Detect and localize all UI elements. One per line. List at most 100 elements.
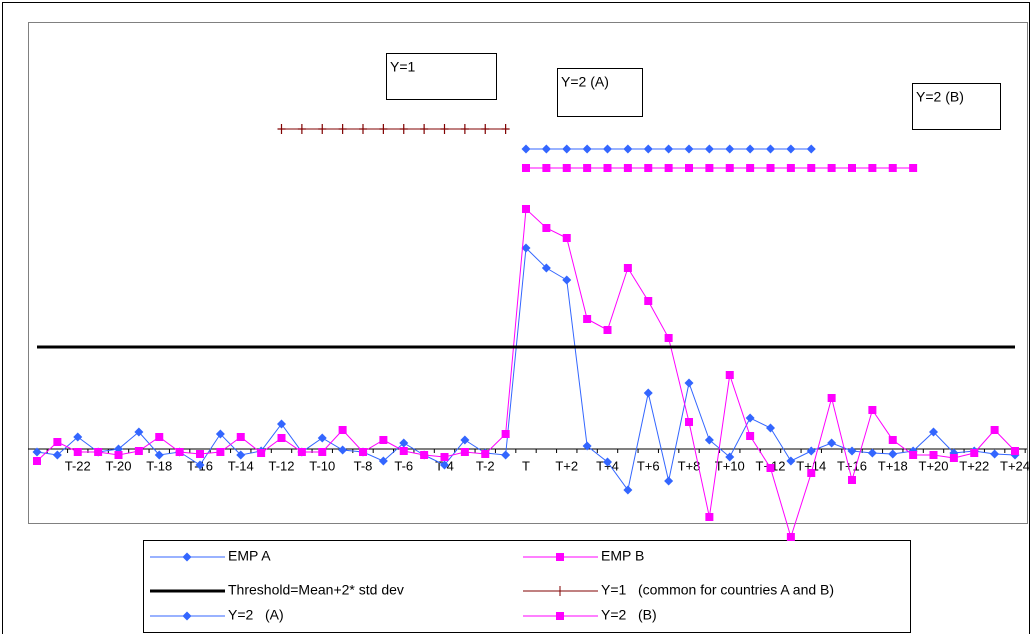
point — [114, 451, 123, 459]
point — [603, 144, 612, 154]
point — [154, 450, 164, 460]
point — [685, 418, 693, 426]
series — [33, 205, 1019, 541]
point — [52, 450, 62, 460]
series — [522, 164, 918, 172]
point — [643, 144, 653, 154]
point — [623, 264, 632, 272]
point — [501, 430, 510, 438]
point — [745, 144, 755, 154]
point — [786, 164, 795, 172]
point — [848, 476, 856, 484]
point — [929, 427, 938, 437]
legend-marker — [556, 553, 564, 561]
point — [460, 448, 469, 456]
point — [725, 371, 734, 379]
point — [786, 456, 796, 466]
point — [766, 144, 775, 154]
point — [378, 456, 388, 466]
annotation: Y=1 — [390, 59, 416, 75]
point — [725, 452, 735, 462]
annotation: Y=2 (B) — [916, 89, 964, 105]
point — [542, 164, 551, 172]
point — [420, 451, 429, 459]
point — [786, 144, 796, 154]
point — [827, 394, 836, 402]
point — [684, 378, 694, 388]
x-tick-label: T+22 — [959, 458, 989, 473]
point — [338, 445, 348, 455]
point — [399, 447, 408, 455]
point — [1011, 447, 1019, 455]
point — [134, 427, 144, 437]
point — [236, 433, 245, 441]
legend-marker — [182, 552, 192, 562]
point — [32, 447, 42, 457]
x-tick-label: T-12 — [268, 458, 294, 473]
point — [195, 460, 205, 470]
x-tick-label: T-2 — [476, 458, 495, 473]
point — [359, 448, 367, 456]
x-tick-label: T+14 — [796, 458, 826, 473]
point — [685, 164, 693, 172]
point — [521, 243, 531, 253]
point — [440, 124, 449, 134]
point — [317, 433, 327, 443]
point — [888, 449, 898, 459]
point — [481, 450, 490, 458]
point — [420, 124, 429, 134]
point — [53, 438, 62, 446]
point — [155, 433, 164, 441]
point — [399, 124, 408, 134]
point — [521, 144, 531, 154]
annotation-box — [557, 68, 643, 117]
point — [644, 164, 653, 172]
annotation: Y=2 (A) — [561, 74, 609, 90]
point — [501, 450, 511, 460]
point — [766, 423, 775, 433]
point — [73, 432, 83, 442]
point — [746, 164, 755, 172]
point — [318, 448, 327, 456]
point — [501, 124, 510, 134]
point — [705, 164, 714, 172]
annotation-box — [386, 53, 497, 100]
point — [725, 144, 735, 154]
point — [460, 435, 470, 445]
point — [746, 432, 755, 440]
point — [725, 164, 734, 172]
x-tick-label: T+16 — [837, 458, 867, 473]
point — [175, 448, 184, 456]
legend-symbol — [556, 586, 564, 596]
x-tick-label: T-14 — [228, 458, 254, 473]
point — [359, 124, 367, 134]
point — [522, 164, 530, 172]
point — [542, 224, 551, 232]
point — [73, 448, 82, 456]
series-line — [36, 207, 1016, 539]
series — [521, 144, 816, 154]
point — [623, 144, 633, 154]
x-tick-label: T-6 — [394, 458, 413, 473]
point — [643, 388, 653, 398]
x-tick-label: T+2 — [555, 458, 578, 473]
point — [562, 164, 571, 172]
point — [318, 124, 327, 134]
x-tick-label: T-22 — [65, 458, 91, 473]
point — [277, 419, 286, 429]
point — [541, 144, 551, 154]
point — [888, 436, 897, 444]
x-tick-label: T+6 — [637, 458, 660, 473]
legend-marker — [182, 611, 192, 621]
point — [583, 315, 592, 323]
point — [664, 476, 674, 486]
legend-label: Y=2 (B) — [601, 607, 657, 623]
point — [766, 464, 775, 472]
annotation-box — [912, 83, 1001, 130]
point — [806, 144, 816, 154]
point — [786, 533, 795, 541]
point — [990, 449, 1000, 459]
point — [704, 435, 714, 445]
point — [603, 457, 612, 467]
